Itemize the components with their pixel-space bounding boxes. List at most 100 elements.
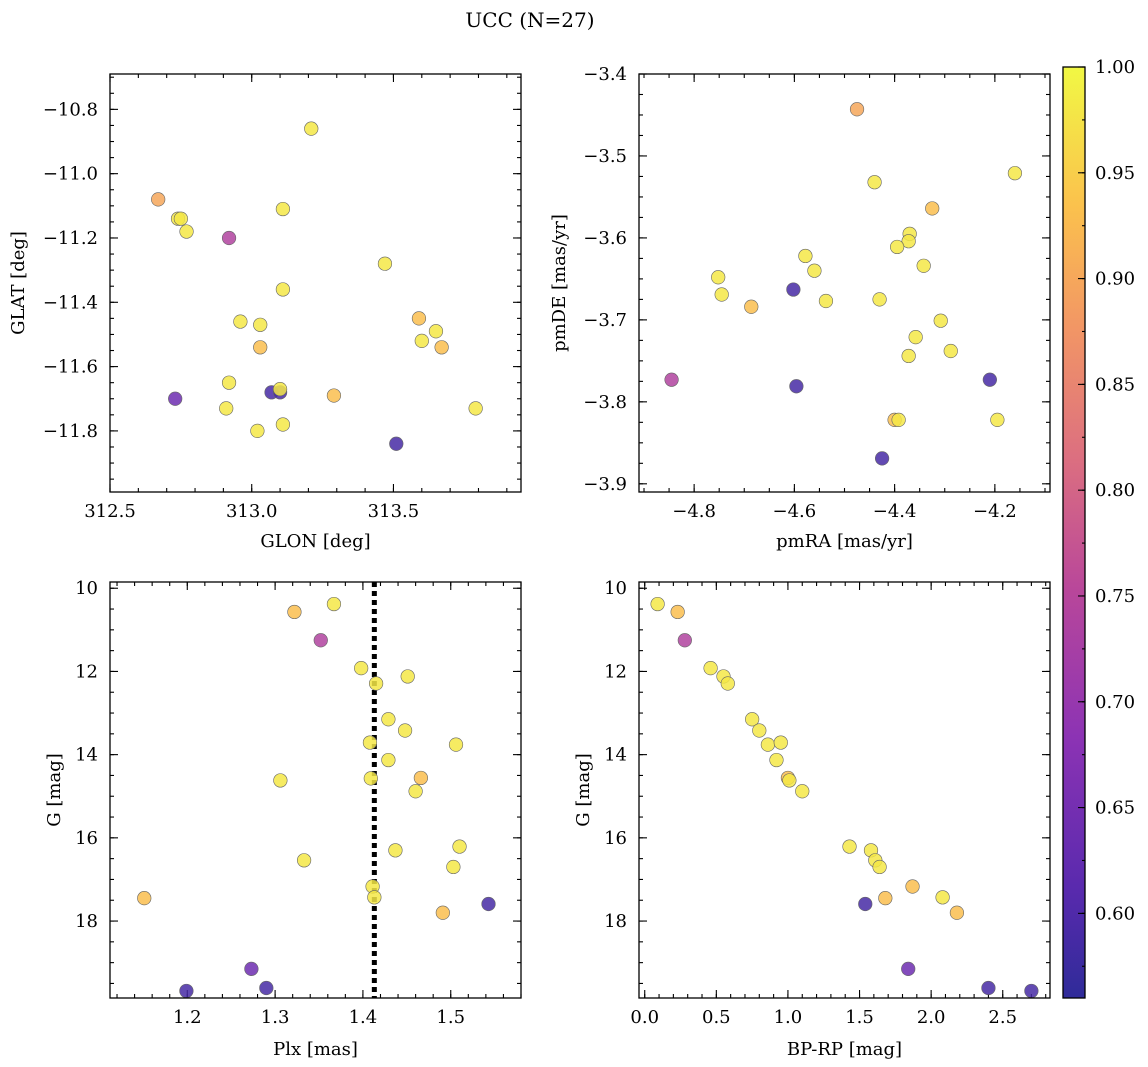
colorbar-tick-label: 0.75: [1095, 586, 1135, 607]
data-point: [253, 340, 268, 355]
y-tick-label: −3.4: [583, 64, 627, 85]
colorbar-gradient: [1063, 67, 1085, 998]
data-point: [219, 401, 234, 416]
data-point: [752, 723, 767, 738]
data-point: [448, 737, 464, 752]
y-tick-label: 16: [75, 828, 98, 849]
figure-title: UCC (N=27): [465, 8, 594, 32]
y-tick-label: 18: [75, 911, 98, 932]
x-tick-label: 1.0: [774, 1007, 803, 1028]
data-point: [773, 735, 788, 750]
data-point: [664, 372, 679, 387]
data-point: [745, 712, 760, 727]
data-point: [179, 983, 194, 998]
data-point: [397, 723, 413, 738]
data-point: [362, 735, 378, 750]
data-point: [275, 282, 291, 297]
data-point: [221, 230, 237, 246]
data-point: [296, 853, 312, 868]
data-point: [867, 175, 882, 190]
data-point: [981, 980, 996, 996]
data-point: [905, 879, 920, 894]
data-point: [1024, 983, 1039, 998]
data-point: [137, 891, 152, 906]
data-point: [798, 248, 813, 264]
colorbar-tick-label: 0.80: [1095, 480, 1135, 501]
y-tick-label: −11.2: [43, 228, 98, 249]
data-point: [435, 905, 450, 920]
scatter-points: [664, 102, 1023, 466]
x-tick-label: −4.4: [873, 501, 917, 522]
data-point: [677, 633, 692, 648]
data-point: [377, 256, 393, 271]
colorbar-tick-label: 0.90: [1095, 269, 1135, 290]
colorbar: 0.60 0.65 0.70 0.75 0.80 0.85 0.90 0.95 1.00: [1062, 57, 1135, 999]
data-point: [179, 224, 194, 239]
data-point: [849, 102, 865, 117]
data-point: [434, 340, 449, 355]
y-axis-label: G [mag]: [573, 753, 594, 826]
data-point: [446, 859, 461, 875]
subplots: 312.5 313.0 313.5 −10.8 −11.0 −11.2 −11.4 −11.6…: [8, 64, 1051, 1060]
x-axis-label: pmRA [mas/yr]: [776, 531, 913, 552]
data-point: [272, 382, 288, 397]
data-point: [481, 896, 496, 912]
y-tick-label: −3.9: [583, 474, 627, 495]
data-point: [943, 343, 958, 359]
data-point: [982, 372, 997, 387]
scatter-points: [137, 596, 496, 998]
data-point: [901, 234, 916, 249]
data-point: [326, 388, 342, 403]
scatter-points: [151, 121, 483, 451]
data-point: [789, 379, 804, 394]
data-point: [891, 412, 906, 427]
data-point: [414, 333, 429, 348]
x-axis-label: GLON [deg]: [260, 531, 370, 552]
data-point: [782, 773, 797, 788]
axes-frame: [109, 73, 522, 493]
y-tick-label: 10: [604, 578, 627, 599]
data-point: [720, 676, 735, 691]
y-tick-label: 12: [604, 661, 627, 682]
axes-frame: [109, 581, 522, 999]
data-point: [244, 961, 259, 976]
data-point: [842, 839, 857, 854]
y-tick-label: 16: [604, 828, 627, 849]
y-tick-label: −11.0: [43, 164, 98, 185]
data-point: [253, 317, 268, 332]
x-tick-label: −4.6: [773, 501, 817, 522]
data-point: [935, 890, 950, 905]
data-point: [389, 436, 404, 451]
data-point: [275, 201, 291, 217]
data-point: [901, 961, 916, 976]
y-axis-label: pmDE [mas/yr]: [549, 214, 570, 352]
data-point: [468, 401, 483, 416]
data-point: [413, 770, 428, 786]
data-point: [933, 313, 948, 328]
subplot-bprp-g: 0.0 0.5 1.0 1.5 2.0 2.5 10 12 14 16 18 BP-RP [mag] G…: [573, 578, 1051, 1060]
data-point: [795, 784, 810, 799]
data-point: [275, 417, 291, 432]
data-point: [769, 752, 784, 768]
data-point: [367, 890, 382, 905]
y-tick-label: 12: [75, 661, 98, 682]
data-point: [287, 604, 302, 620]
data-point: [313, 633, 328, 648]
data-point: [304, 121, 319, 136]
y-tick-label: 10: [75, 578, 98, 599]
y-tick-label: −11.8: [43, 421, 98, 442]
colorbar-tick-label: 0.95: [1095, 163, 1135, 184]
y-tick-label: −11.6: [43, 357, 98, 378]
y-tick-label: −3.5: [583, 146, 627, 167]
data-point: [273, 773, 288, 788]
x-tick-label: 0.0: [630, 1007, 659, 1028]
colorbar-tick-label: 0.60: [1095, 903, 1135, 924]
data-point: [949, 905, 965, 920]
colorbar-frame: [1062, 66, 1086, 999]
x-tick-label: 1.2: [173, 1007, 202, 1028]
data-point: [326, 596, 342, 612]
y-tick-label: 18: [604, 911, 627, 932]
data-point: [786, 282, 801, 297]
y-tick-label: 14: [604, 745, 627, 766]
